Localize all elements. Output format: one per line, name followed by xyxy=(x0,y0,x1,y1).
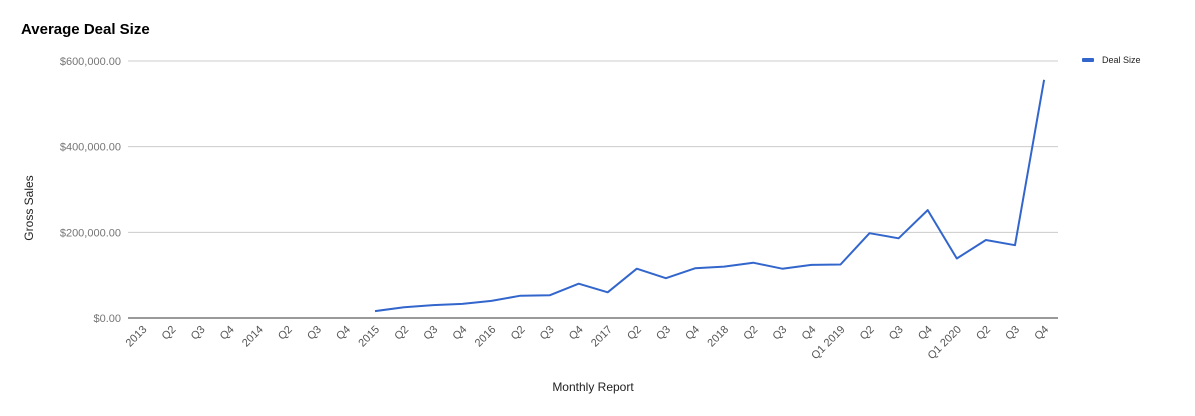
x-tick-label: Q2 xyxy=(741,324,760,343)
y-axis-title: Gross Sales xyxy=(22,175,36,240)
x-tick-label: Q3 xyxy=(771,324,790,343)
x-tick-label: Q2 xyxy=(160,324,179,343)
x-tick-label: Q4 xyxy=(683,324,702,343)
y-tick-label: $600,000.00 xyxy=(60,56,121,68)
x-tick-label: 2015 xyxy=(356,324,382,350)
legend-swatch xyxy=(1082,58,1094,62)
x-tick-label: Q3 xyxy=(305,324,324,343)
y-tick-label: $0.00 xyxy=(93,313,121,325)
x-tick-label: Q2 xyxy=(276,324,295,343)
x-tick-label: Q3 xyxy=(538,324,557,343)
x-tick-label: Q2 xyxy=(392,324,411,343)
x-tick-label: 2017 xyxy=(589,324,615,350)
x-tick-label: Q4 xyxy=(800,324,819,343)
x-tick-label: 2013 xyxy=(124,324,150,350)
x-tick-label: Q3 xyxy=(654,324,673,343)
x-tick-label: Q3 xyxy=(189,324,208,343)
x-tick-label: 2016 xyxy=(473,324,499,350)
x-tick-label: Q4 xyxy=(567,324,586,343)
x-tick-label: Q3 xyxy=(1003,324,1022,343)
x-tick-label: Q2 xyxy=(858,324,877,343)
x-tick-label: Q4 xyxy=(451,324,470,343)
legend-label: Deal Size xyxy=(1102,55,1141,65)
y-tick-label: $200,000.00 xyxy=(60,227,121,239)
y-tick-label: $400,000.00 xyxy=(60,142,121,154)
x-tick-label: Q2 xyxy=(974,324,993,343)
x-tick-label: Q2 xyxy=(625,324,644,343)
x-tick-label: 2018 xyxy=(705,324,731,350)
x-tick-label: Q4 xyxy=(218,324,237,343)
legend-item-deal-size[interactable]: Deal Size xyxy=(1082,55,1141,65)
x-axis-title: Monthly Report xyxy=(552,380,634,394)
x-tick-label: 2014 xyxy=(240,324,266,350)
x-tick-label: Q3 xyxy=(421,324,440,343)
x-tick-label: Q4 xyxy=(1032,324,1051,343)
series-line-deal-size xyxy=(374,79,1046,313)
x-tick-label: Q4 xyxy=(916,324,935,343)
chart-title: Average Deal Size xyxy=(21,21,150,38)
x-tick-label: Q2 xyxy=(509,324,528,343)
x-tick-label: Q4 xyxy=(334,324,353,343)
x-tick-label: Q3 xyxy=(887,324,906,343)
